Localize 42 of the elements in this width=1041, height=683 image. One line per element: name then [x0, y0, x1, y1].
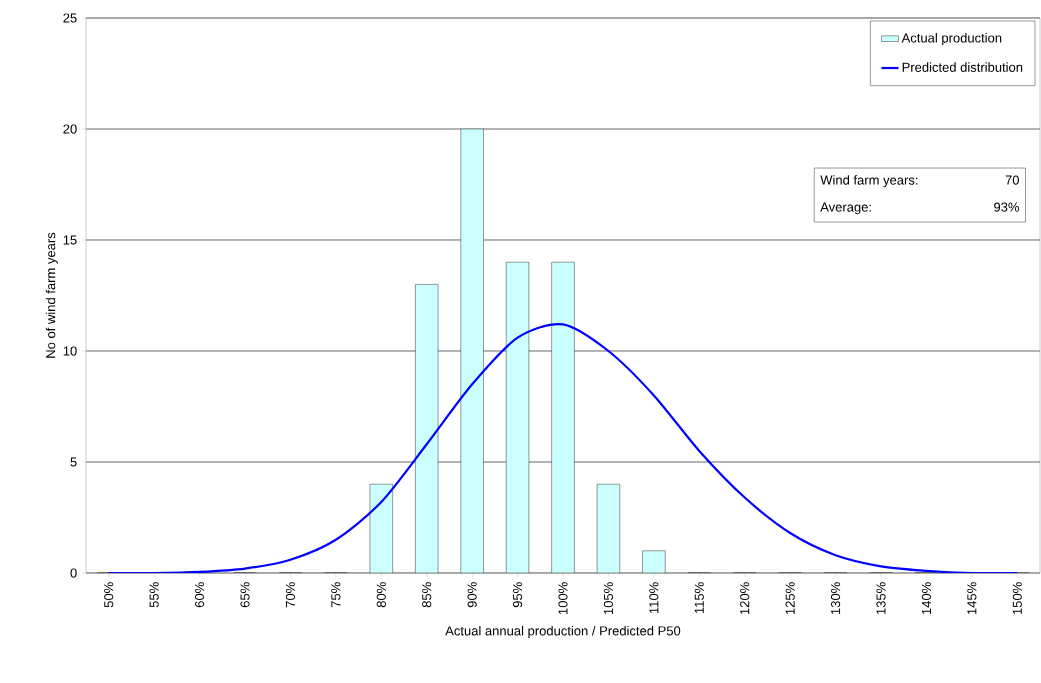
y-tick-label: 15 — [63, 235, 77, 245]
x-tick-label: 95% — [512, 582, 523, 608]
x-tick-label: 145% — [967, 582, 977, 615]
x-tick-label: 90% — [467, 582, 477, 608]
x-tick-label: 100% — [558, 582, 568, 615]
y-tick-label: 5 — [70, 457, 77, 467]
x-tick-label: 55% — [149, 582, 159, 608]
x-tick-label: 130% — [830, 582, 841, 615]
bar — [642, 550, 666, 573]
annotation: 93% — [994, 202, 1020, 212]
x-tick-label: 80% — [376, 582, 386, 608]
x-tick-label: 120% — [740, 582, 750, 615]
x-tick-label: 140% — [921, 582, 932, 615]
x-axis-title: Actual annual production / Predicted P50 — [445, 625, 681, 639]
annotation: Wind farm years: — [820, 175, 918, 188]
y-tick-label: 20 — [63, 124, 77, 134]
x-tick-label: 85% — [422, 582, 432, 608]
legend-label: Actual production — [901, 32, 1002, 46]
annotation: Average: — [820, 202, 871, 215]
x-tick-label: 105% — [603, 582, 614, 615]
x-tick-label: 70% — [285, 582, 296, 608]
bar — [596, 484, 620, 573]
bar — [460, 128, 484, 573]
x-tick-label: 150% — [1012, 582, 1022, 615]
x-tick-label: 75% — [331, 582, 341, 608]
bar — [415, 284, 439, 573]
bar — [506, 262, 530, 573]
x-tick-label: 50% — [104, 582, 114, 608]
legend-label: Predicted distribution — [902, 62, 1023, 72]
x-tick-label: 115% — [694, 582, 704, 614]
x-tick-label: 60% — [194, 582, 205, 608]
bar — [551, 262, 575, 573]
x-tick-label: 110% — [649, 582, 659, 614]
x-tick-label: 125% — [785, 582, 795, 615]
x-tick-label: 135% — [876, 582, 886, 615]
annotation: 70 — [1005, 175, 1019, 185]
line-series — [107, 323, 1019, 573]
y-axis-title: No of wind farm years — [45, 232, 58, 358]
y-tick-label: 0 — [70, 568, 77, 578]
x-tick-label: 65% — [240, 582, 250, 608]
y-tick-label: 10 — [63, 346, 77, 356]
y-tick-label: 25 — [63, 13, 77, 23]
